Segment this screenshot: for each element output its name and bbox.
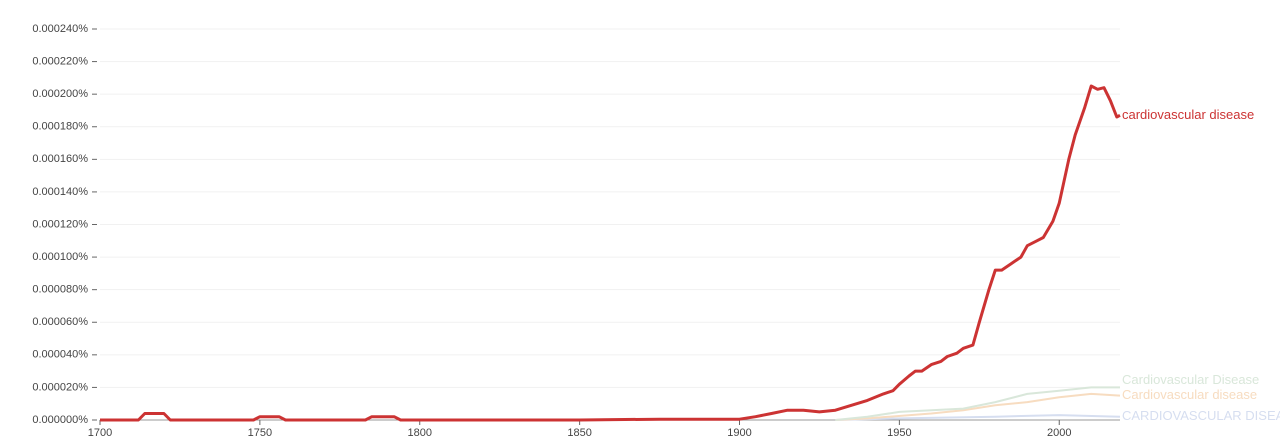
y-tick-label: 0.000040% — [32, 349, 88, 361]
x-tick-label: 1750 — [248, 427, 272, 439]
series-line — [100, 84, 1121, 422]
x-tick-label: 1700 — [88, 427, 112, 439]
x-tick-label: 1950 — [887, 427, 911, 439]
y-tick-label: 0.000200% — [32, 88, 88, 100]
y-tick-label: 0.000060% — [32, 316, 88, 328]
series-line — [835, 392, 1121, 421]
y-tick-label: 0.000240% — [32, 23, 88, 35]
y-tick-label: 0.000120% — [32, 218, 88, 230]
legend-label: cardiovascular disease — [1122, 107, 1254, 122]
x-tick-label: 1850 — [567, 427, 591, 439]
y-tick-label: 0.000100% — [32, 251, 88, 263]
y-tick-label: 0.000080% — [32, 284, 88, 296]
series-line — [835, 414, 1121, 421]
y-tick-label: 0.000160% — [32, 153, 88, 165]
y-tick-label: 0.000220% — [32, 55, 88, 67]
y-tick-label: 0.000000% — [32, 414, 88, 426]
x-tick-label: 2000 — [1047, 427, 1071, 439]
legend-label: Cardiovascular Disease — [1122, 372, 1259, 387]
y-tick-label: 0.000140% — [32, 186, 88, 198]
series-line — [835, 386, 1120, 421]
x-tick-label: 1900 — [727, 427, 751, 439]
x-tick-label: 1800 — [408, 427, 432, 439]
y-tick-label: 0.000020% — [32, 381, 88, 393]
y-tick-label: 0.000180% — [32, 121, 88, 133]
legend-label: Cardiovascular disease — [1122, 387, 1257, 402]
legend-label: CARDIOVASCULAR DISEASE — [1122, 408, 1280, 423]
